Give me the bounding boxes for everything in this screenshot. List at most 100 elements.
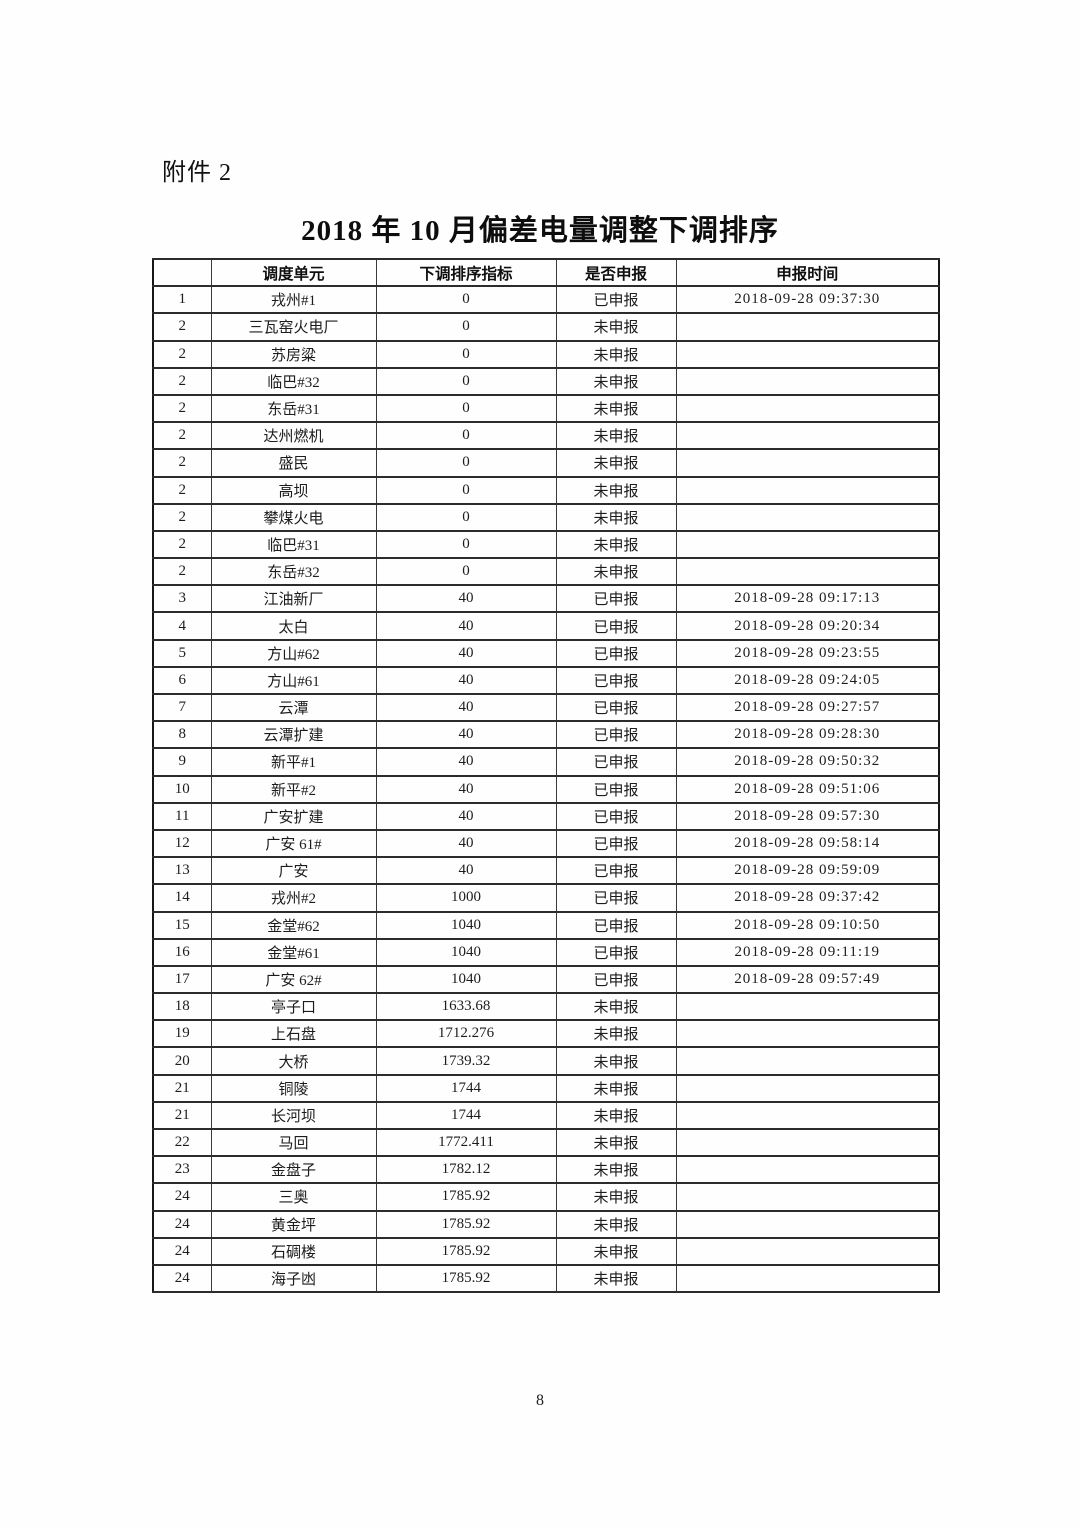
unit-column-header: 调度单元	[210, 257, 377, 288]
indicator-cell: 1785.92	[375, 1209, 557, 1239]
table-row: 2 东岳#32 0 未申报	[152, 557, 940, 587]
declared-cell: 未申报	[555, 1100, 677, 1131]
unit-cell: 三奥	[210, 1182, 377, 1212]
rank-cell: 2	[152, 339, 212, 369]
table-row: 14 戎州#2 1000 已申报 2018-09-28 09:37:42	[152, 883, 940, 913]
time-cell	[675, 1046, 940, 1076]
unit-cell: 金堂#62	[210, 910, 377, 940]
time-cell	[675, 1019, 940, 1049]
ranking-table: 调度单元 下调排序指标 是否申报 申报时间 1 戎州#1 0 已申报 2018-09-28 0…	[152, 257, 940, 1294]
time-cell: 2018-09-28 09:27:57	[675, 692, 940, 723]
declared-cell: 已申报	[555, 638, 677, 668]
table-row: 2 三瓦窑火电厂 0 未申报	[152, 312, 940, 342]
time-cell: 2018-09-28 09:51:06	[675, 774, 940, 804]
ranking-table-container: 调度单元 下调排序指标 是否申报 申报时间 1 戎州#1 0 已申报 2018-09-28 0…	[152, 257, 940, 1294]
declared-cell: 未申报	[555, 1073, 677, 1103]
table-row: 8 云潭扩建 40 已申报 2018-09-28 09:28:30	[152, 720, 940, 750]
table-row: 2 达州燃机 0 未申报	[152, 421, 940, 451]
time-cell: 2018-09-28 09:11:19	[675, 937, 940, 967]
indicator-cell: 1633.68	[375, 992, 557, 1022]
indicator-cell: 0	[375, 448, 557, 478]
indicator-cell: 40	[375, 638, 557, 668]
table-row: 24 黄金坪 1785.92 未申报	[152, 1209, 940, 1239]
table-row: 17 广安 62# 1040 已申报 2018-09-28 09:57:49	[152, 964, 940, 995]
rank-cell: 4	[152, 611, 212, 641]
time-cell: 2018-09-28 09:17:13	[675, 584, 940, 614]
unit-cell: 达州燃机	[210, 421, 377, 451]
table-row: 2 盛民 0 未申报	[152, 448, 940, 478]
declared-cell: 已申报	[555, 720, 677, 750]
indicator-cell: 0	[375, 339, 557, 369]
table-row: 6 方山#61 40 已申报 2018-09-28 09:24:05	[152, 665, 940, 696]
table-row: 3 江油新厂 40 已申报 2018-09-28 09:17:13	[152, 584, 940, 614]
indicator-cell: 0	[375, 312, 557, 342]
unit-cell: 黄金坪	[210, 1209, 377, 1239]
indicator-cell: 1772.411	[375, 1127, 557, 1158]
time-cell: 2018-09-28 09:37:30	[675, 285, 940, 315]
time-cell	[675, 1182, 940, 1212]
table-row: 2 苏房粱 0 未申报	[152, 339, 940, 369]
declared-cell: 未申报	[555, 1046, 677, 1076]
time-cell	[675, 312, 940, 342]
declared-cell: 未申报	[555, 1263, 677, 1294]
unit-cell: 太白	[210, 611, 377, 641]
indicator-column-header: 下调排序指标	[375, 257, 557, 288]
table-row: 21 铜陵 1744 未申报	[152, 1073, 940, 1103]
indicator-cell: 1744	[375, 1073, 557, 1103]
time-cell: 2018-09-28 09:28:30	[675, 720, 940, 750]
declared-cell: 未申报	[555, 312, 677, 342]
table-row: 2 临巴#31 0 未申报	[152, 529, 940, 560]
unit-cell: 盛民	[210, 448, 377, 478]
rank-cell: 3	[152, 584, 212, 614]
rank-cell: 24	[152, 1182, 212, 1212]
indicator-cell: 40	[375, 692, 557, 723]
rank-cell: 7	[152, 692, 212, 723]
declared-cell: 未申报	[555, 475, 677, 505]
time-cell	[675, 393, 940, 424]
table-row: 22 马回 1772.411 未申报	[152, 1127, 940, 1158]
time-cell	[675, 557, 940, 587]
declared-cell: 已申报	[555, 665, 677, 696]
declared-cell: 已申报	[555, 747, 677, 777]
time-cell: 2018-09-28 09:58:14	[675, 828, 940, 859]
rank-cell: 8	[152, 720, 212, 750]
unit-cell: 攀煤火电	[210, 502, 377, 532]
declared-cell: 未申报	[555, 393, 677, 424]
table-row: 15 金堂#62 1040 已申报 2018-09-28 09:10:50	[152, 910, 940, 940]
declared-cell: 未申报	[555, 992, 677, 1022]
table-row: 11 广安扩建 40 已申报 2018-09-28 09:57:30	[152, 801, 940, 831]
declared-cell: 未申报	[555, 502, 677, 532]
indicator-cell: 1000	[375, 883, 557, 913]
rank-cell: 2	[152, 502, 212, 532]
table-header-row: 调度单元 下调排序指标 是否申报 申报时间	[152, 257, 940, 288]
unit-cell: 新平#1	[210, 747, 377, 777]
indicator-cell: 0	[375, 475, 557, 505]
rank-column-header	[152, 257, 212, 288]
rank-cell: 15	[152, 910, 212, 940]
rank-cell: 9	[152, 747, 212, 777]
declared-cell: 未申报	[555, 529, 677, 560]
declared-column-header: 是否申报	[555, 257, 677, 288]
table-row: 23 金盘子 1782.12 未申报	[152, 1155, 940, 1185]
indicator-cell: 40	[375, 665, 557, 696]
declared-cell: 已申报	[555, 584, 677, 614]
rank-cell: 23	[152, 1155, 212, 1185]
unit-cell: 石碉楼	[210, 1236, 377, 1266]
time-cell: 2018-09-28 09:20:34	[675, 611, 940, 641]
unit-cell: 大桥	[210, 1046, 377, 1076]
unit-cell: 广安 62#	[210, 964, 377, 995]
time-cell: 2018-09-28 09:59:09	[675, 856, 940, 886]
unit-cell: 广安 61#	[210, 828, 377, 859]
declared-cell: 已申报	[555, 910, 677, 940]
time-cell	[675, 992, 940, 1022]
declared-cell: 未申报	[555, 557, 677, 587]
rank-cell: 10	[152, 774, 212, 804]
table-body: 1 戎州#1 0 已申报 2018-09-28 09:37:30 2 三瓦窑火电厂 0 未申报 2…	[152, 285, 940, 1294]
rank-cell: 2	[152, 312, 212, 342]
declared-cell: 未申报	[555, 421, 677, 451]
indicator-cell: 0	[375, 421, 557, 451]
rank-cell: 16	[152, 937, 212, 967]
rank-cell: 24	[152, 1209, 212, 1239]
unit-cell: 戎州#1	[210, 285, 377, 315]
